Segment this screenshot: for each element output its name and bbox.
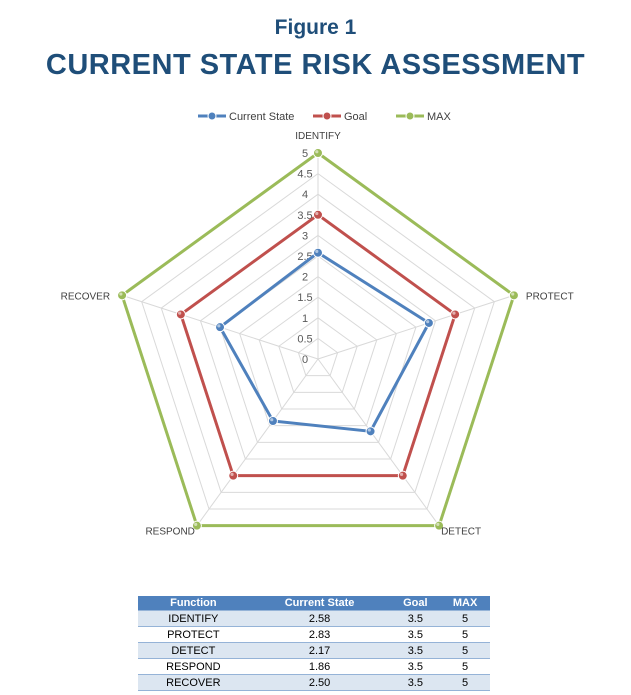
table-header-row: Function Current State Goal MAX — [138, 596, 490, 611]
data-point-highlight — [511, 292, 515, 296]
tick-label: 3 — [302, 230, 308, 242]
data-point — [117, 290, 128, 301]
table-cell: 3.5 — [390, 642, 441, 659]
table-cell: 5 — [440, 610, 490, 627]
table-cell: 5 — [440, 658, 490, 675]
data-point — [267, 415, 278, 426]
table-header-cell: Goal — [390, 596, 441, 611]
table-row: IDENTIFY 2.58 3.5 5 — [138, 610, 490, 627]
axis-label: RESPOND — [145, 527, 194, 538]
gridline — [160, 193, 476, 493]
table-header-cell: Current State — [248, 596, 391, 611]
gridline — [258, 296, 378, 410]
tick-label: 1 — [302, 313, 308, 325]
legend-marker — [322, 111, 332, 121]
legend-label: Current State — [229, 111, 294, 123]
data-point — [397, 470, 408, 481]
table-cell: RECOVER — [138, 674, 249, 691]
table-cell: 3.5 — [390, 674, 441, 691]
spoke-line — [317, 358, 440, 526]
series-line — [179, 212, 457, 478]
spoke-line — [317, 294, 515, 360]
series-line — [218, 250, 431, 433]
table-row: DETECT 2.17 3.5 5 — [138, 642, 490, 659]
data-point-highlight — [426, 320, 430, 324]
table-cell: RESPOND — [138, 658, 249, 675]
data-point — [175, 309, 186, 320]
table-row: RESPOND 1.86 3.5 5 — [138, 658, 490, 675]
tick-label: 3.5 — [297, 210, 312, 222]
spoke-line — [196, 358, 319, 526]
gridline — [199, 234, 437, 460]
data-point-highlight — [315, 150, 319, 154]
tick-label: 4 — [302, 189, 308, 201]
data-point-highlight — [399, 472, 404, 476]
table-cell: 5 — [440, 642, 490, 659]
table-row: PROTECT 2.83 3.5 5 — [138, 626, 490, 643]
radar-chart: 00.511.522.533.544.55 IDENTIFYPROTECTDET… — [61, 111, 574, 538]
table-cell: 5 — [440, 674, 490, 691]
data-point-highlight — [178, 311, 182, 315]
data-point — [313, 148, 323, 158]
data-point-highlight — [119, 292, 123, 296]
axis-label: DETECT — [441, 527, 481, 538]
series-line — [120, 151, 516, 528]
table-cell: 2.17 — [248, 642, 391, 659]
axis-label: IDENTIFY — [295, 131, 341, 142]
legend-marker — [405, 111, 415, 121]
data-point-highlight — [367, 428, 371, 432]
figure-label: Figure 1 — [274, 16, 357, 39]
data-point — [508, 290, 519, 301]
table-header-cell: Function — [138, 596, 249, 611]
gridline — [297, 337, 339, 377]
data-point-highlight — [315, 249, 319, 254]
data-point-highlight — [315, 211, 319, 216]
legend-marker — [207, 111, 217, 121]
table-cell: 1.86 — [248, 658, 391, 675]
table-cell: DETECT — [138, 642, 249, 659]
table-cell: 5 — [440, 626, 490, 643]
table-cell: 3.5 — [390, 658, 441, 675]
data-point-highlight — [217, 324, 221, 328]
data-point-highlight — [270, 418, 274, 422]
data-point-highlight — [230, 472, 234, 476]
gridline — [278, 317, 358, 393]
data-point-highlight — [452, 311, 456, 315]
table-cell: IDENTIFY — [138, 610, 249, 627]
data-point — [228, 470, 239, 481]
tick-label: 4.5 — [297, 169, 312, 181]
data-point — [365, 426, 376, 437]
tick-label: 0.5 — [297, 333, 312, 345]
data-point — [215, 322, 226, 333]
axis-label: RECOVER — [61, 291, 110, 302]
data-point — [313, 247, 323, 258]
table-header-cell: MAX — [440, 596, 490, 611]
table-cell: 2.50 — [248, 674, 391, 691]
tick-label: 1.5 — [297, 292, 312, 304]
data-point — [450, 309, 461, 320]
axis-label: PROTECT — [526, 291, 574, 302]
data-point-highlight — [194, 522, 198, 526]
legend-label: Goal — [344, 111, 367, 123]
legend-label: MAX — [427, 111, 452, 123]
data-point — [313, 209, 323, 220]
table-cell: 3.5 — [390, 610, 441, 627]
data-table: Function Current State Goal MAX IDENTIFY… — [138, 596, 490, 691]
table-cell: 2.58 — [248, 610, 391, 627]
table-cell: 2.83 — [248, 626, 391, 643]
data-point — [423, 317, 434, 328]
table-cell: 3.5 — [390, 626, 441, 643]
table-cell: PROTECT — [138, 626, 249, 643]
tick-label: 0 — [302, 354, 308, 366]
tick-label: 2 — [302, 272, 308, 284]
tick-label: 5 — [302, 148, 308, 160]
table-row: RECOVER 2.50 3.5 5 — [138, 674, 490, 691]
gridline — [141, 172, 495, 510]
chart-title: CURRENT STATE RISK ASSESSMENT — [45, 49, 586, 81]
data-point-highlight — [436, 522, 440, 526]
